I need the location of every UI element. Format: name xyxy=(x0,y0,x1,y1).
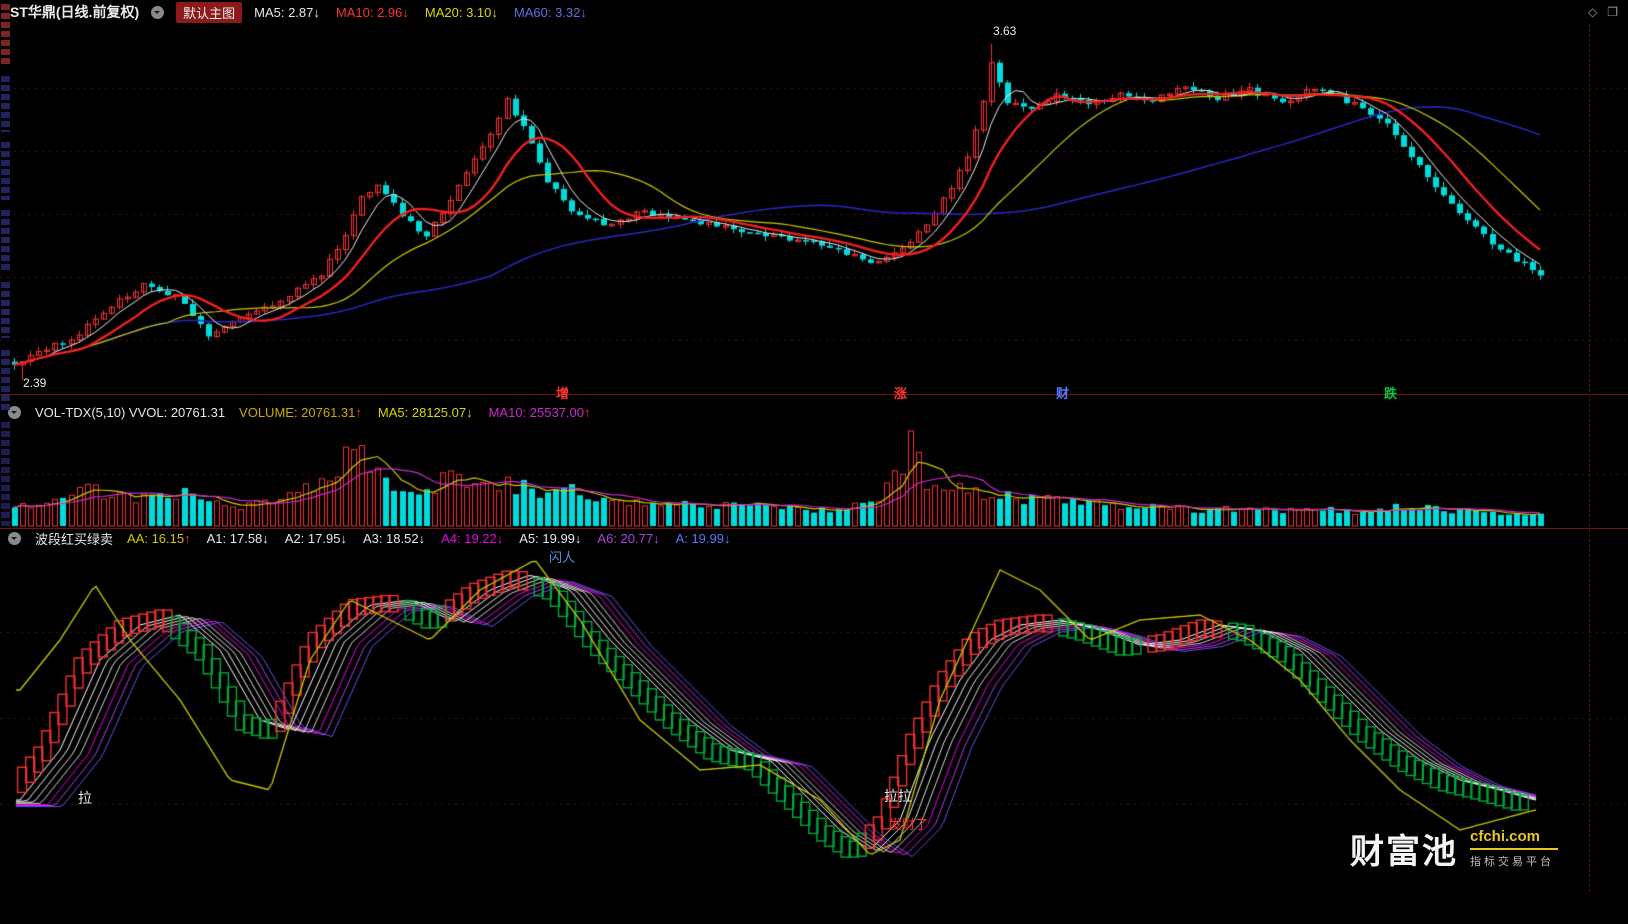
indicator-value-label: A6: 20.77↓ xyxy=(597,531,660,546)
indicator-title: 波段红买绿卖 xyxy=(35,532,114,547)
indicator-value-label: A3: 18.52↓ xyxy=(362,531,426,546)
indicator-annotation: 拉 xyxy=(78,790,92,806)
watermark-divider xyxy=(1470,848,1558,850)
signal-label: 增 xyxy=(556,386,570,401)
crosshair-vertical-dashed-line xyxy=(1589,24,1590,892)
ma-labels-group: MA5: 2.87↓ MA10: 2.96↓ MA20: 3.10↓ MA60: 3.… xyxy=(254,5,587,20)
volume-pane-header: VOL-TDX(5,10) VVOL: 20761.31 VOLUME: 207… xyxy=(0,401,1628,423)
indicator-annotation: 拉拉 xyxy=(884,788,912,804)
pane-separator xyxy=(0,394,1628,395)
trend-arrow-icon: ↓ xyxy=(402,4,409,20)
indicator-annotation: 发财了 xyxy=(889,817,929,832)
ma-value-label: MA10: 2.96↓ xyxy=(335,4,409,20)
volume-value-label: MA5: 28125.07↓ xyxy=(377,404,473,420)
trend-arrow-icon: ↓ xyxy=(262,531,269,546)
pane-separator xyxy=(0,528,1628,529)
signal-label: 涨 xyxy=(894,386,908,401)
window-controls: ◇ ❐ xyxy=(1588,5,1628,19)
pane-collapse-icon[interactable] xyxy=(8,405,21,419)
pane-collapse-icon[interactable] xyxy=(8,532,21,545)
window-icon[interactable]: ❐ xyxy=(1607,5,1618,19)
ma-value-label: MA60: 3.32↓ xyxy=(513,4,587,20)
ma-value-label: MA5: 2.87↓ xyxy=(254,4,320,20)
price-label: 2.39 xyxy=(23,376,47,390)
trend-arrow-icon: ↓ xyxy=(580,4,587,20)
indicator-chart-canvas[interactable] xyxy=(0,548,1628,924)
stock-title: ST华鼎(日线.前复权) xyxy=(10,4,140,20)
trend-arrow-icon: ↑ xyxy=(184,531,191,546)
left-edge-label xyxy=(1,422,10,526)
left-edge-label xyxy=(1,76,10,132)
watermark-tagline-text: 指标交易平台 xyxy=(1470,856,1554,868)
indicator-value-label: A2: 17.95↓ xyxy=(284,531,347,546)
ma-value-label: MA20: 3.10↓ xyxy=(424,4,498,20)
left-edge-label xyxy=(1,4,10,66)
left-edge-label xyxy=(1,282,10,338)
watermark-logo: 财富池 cfchi.com 指标交易平台 xyxy=(1350,824,1558,873)
watermark-brand-text: 财富池 xyxy=(1350,833,1458,871)
left-edge-label xyxy=(1,210,10,270)
trend-arrow-icon: ↓ xyxy=(574,531,582,546)
volume-value-label: MA10: 25537.00↑ xyxy=(488,404,591,420)
main-price-chart-canvas[interactable] xyxy=(0,24,1628,394)
signal-label: 跌 xyxy=(1384,386,1398,401)
trend-arrow-icon: ↓ xyxy=(491,4,498,20)
price-label: 3.63 xyxy=(993,24,1017,38)
pane-collapse-icon[interactable] xyxy=(151,5,165,19)
trend-arrow-icon: ↓ xyxy=(653,531,660,546)
indicator-annotation: 闪人 xyxy=(549,550,576,565)
chart-style-badge[interactable]: 默认主图 xyxy=(176,1,243,23)
main-chart-header: ST华鼎(日线.前复权) 默认主图 MA5: 2.87↓ MA10: 2.96↓ M… xyxy=(0,0,1628,24)
trend-arrow-icon: ↓ xyxy=(724,531,731,546)
trend-arrow-icon: ↓ xyxy=(340,531,347,546)
left-edge-label xyxy=(1,350,10,412)
trend-arrow-icon: ↓ xyxy=(466,404,473,420)
watermark-right-block: cfchi.com 指标交易平台 xyxy=(1470,828,1558,869)
indicator-values-group: AA: 16.15↑ A1: 17.58↓ A2: 17.95↓ A3: 18.52↓… xyxy=(127,531,730,546)
watermark-domain-text: cfchi.com xyxy=(1470,828,1541,845)
volume-indicator-title: VOL-TDX(5,10) VVOL: 20761.31 xyxy=(35,404,226,420)
signal-label: 财 xyxy=(1056,386,1070,401)
indicator-value-label: A: 19.99↓ xyxy=(675,531,731,546)
volume-values-group: VOLUME: 20761.31↑ MA5: 28125.07↓ MA10: 255… xyxy=(239,405,590,420)
indicator-value-label: A5: 19.99↓ xyxy=(519,531,582,546)
indicator-value-label: A1: 17.58↓ xyxy=(206,531,269,546)
diamond-icon[interactable]: ◇ xyxy=(1588,5,1598,19)
volume-chart-canvas[interactable] xyxy=(0,424,1628,528)
volume-value-label: VOLUME: 20761.31↑ xyxy=(239,404,362,420)
trend-arrow-icon: ↓ xyxy=(496,531,504,546)
trend-arrow-icon: ↓ xyxy=(418,531,426,546)
indicator-value-label: A4: 19.22↓ xyxy=(441,531,504,546)
indicator-pane-header: 波段红买绿卖 AA: 16.15↑ A1: 17.58↓ A2: 17.95↓ A3:… xyxy=(0,529,1628,548)
trend-arrow-icon: ↑ xyxy=(584,404,591,420)
trend-arrow-icon: ↓ xyxy=(313,4,320,20)
trend-arrow-icon: ↑ xyxy=(355,404,362,420)
left-edge-label xyxy=(1,142,10,200)
indicator-value-label: AA: 16.15↑ xyxy=(127,531,191,546)
